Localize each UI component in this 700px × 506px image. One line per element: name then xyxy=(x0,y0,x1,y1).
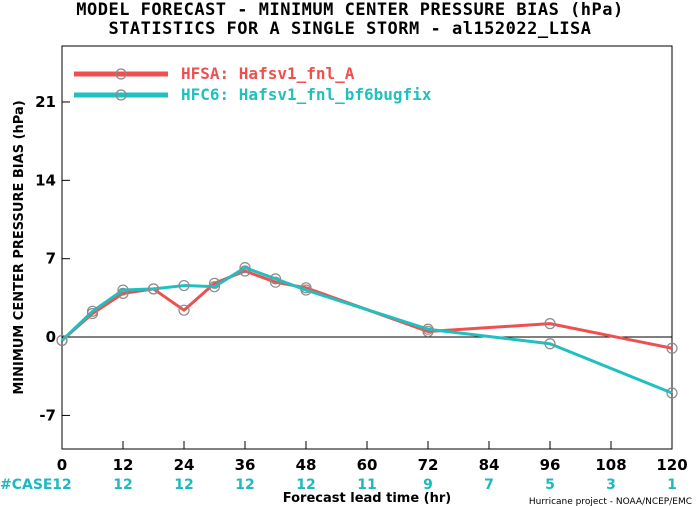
x-tick-label: 108 xyxy=(595,456,626,474)
x-tick-label: 60 xyxy=(357,456,378,474)
x-tick-label: 12 xyxy=(113,456,134,474)
y-tick-label: 21 xyxy=(35,93,56,111)
y-axis-label: MINIMUM CENTER PRESSURE BIAS (hPa) xyxy=(12,100,27,394)
case-count: 12 xyxy=(52,477,71,493)
legend-marker xyxy=(115,89,127,101)
case-count: 9 xyxy=(423,477,433,493)
case-count: 7 xyxy=(484,477,494,493)
chart-title: MODEL FORECAST - MINIMUM CENTER PRESSURE… xyxy=(76,0,624,20)
x-tick-label: 36 xyxy=(235,456,256,474)
plot-frame xyxy=(61,45,673,450)
data-point xyxy=(544,318,556,330)
data-point xyxy=(208,281,221,293)
chart-subtitle: STATISTICS FOR A SINGLE STORM - al152022… xyxy=(108,19,592,39)
legend-label: HFSA: Hafsv1_fnl_A xyxy=(181,64,355,83)
data-point xyxy=(666,342,678,354)
data-point xyxy=(239,262,251,274)
data-point xyxy=(117,284,129,296)
x-tick-label: 120 xyxy=(656,456,687,474)
case-count: 12 xyxy=(235,477,254,493)
case-count: 3 xyxy=(606,477,616,493)
x-tick-label: 96 xyxy=(540,456,561,474)
series-line xyxy=(60,266,673,395)
data-point xyxy=(178,279,190,292)
y-tick-label: -7 xyxy=(39,406,56,424)
x-tick-label: 0 xyxy=(57,456,67,474)
credit-text: Hurricane project - NOAA/NCEP/EMC xyxy=(529,497,692,506)
case-counts: #CASE 12 12 12 12 12 11 9 7 5 3 1 xyxy=(0,477,677,493)
data-point xyxy=(269,273,282,285)
case-label: #CASE xyxy=(0,477,53,493)
series-2 xyxy=(56,262,678,399)
case-count: 1 xyxy=(667,477,677,493)
x-axis: 0 12 24 36 48 60 72 84 96 108 120 xyxy=(57,441,688,474)
data-point xyxy=(56,334,68,347)
data-point xyxy=(86,305,99,317)
x-tick-label: 48 xyxy=(296,456,317,474)
x-axis-label: Forecast lead time (hr) xyxy=(283,491,451,506)
y-tick-label: 0 xyxy=(46,328,56,346)
data-point xyxy=(422,323,434,335)
y-tick-label: 14 xyxy=(35,171,56,189)
case-count: 5 xyxy=(545,477,555,493)
case-count: 12 xyxy=(113,477,132,493)
legend-label: HFC6: Hafsv1_fnl_bf6bugfix xyxy=(181,85,432,104)
data-point xyxy=(544,338,556,350)
data-point xyxy=(147,283,160,295)
x-tick-label: 24 xyxy=(174,456,195,474)
legend: HFSA: Hafsv1_fnl_A HFC6: Hafsv1_fnl_bf6bu… xyxy=(74,64,432,104)
y-tick-label: 7 xyxy=(46,250,56,268)
x-tick-label: 84 xyxy=(479,456,500,474)
case-count: 12 xyxy=(296,477,315,493)
data-point xyxy=(666,387,678,399)
data-point xyxy=(178,304,190,316)
y-axis: -7 0 7 14 21 xyxy=(35,93,70,424)
series-layer xyxy=(56,262,678,399)
case-count: 12 xyxy=(174,477,193,493)
x-tick-label: 72 xyxy=(418,456,439,474)
legend-marker xyxy=(115,68,127,80)
data-point xyxy=(300,284,312,296)
case-count: 11 xyxy=(357,477,376,493)
